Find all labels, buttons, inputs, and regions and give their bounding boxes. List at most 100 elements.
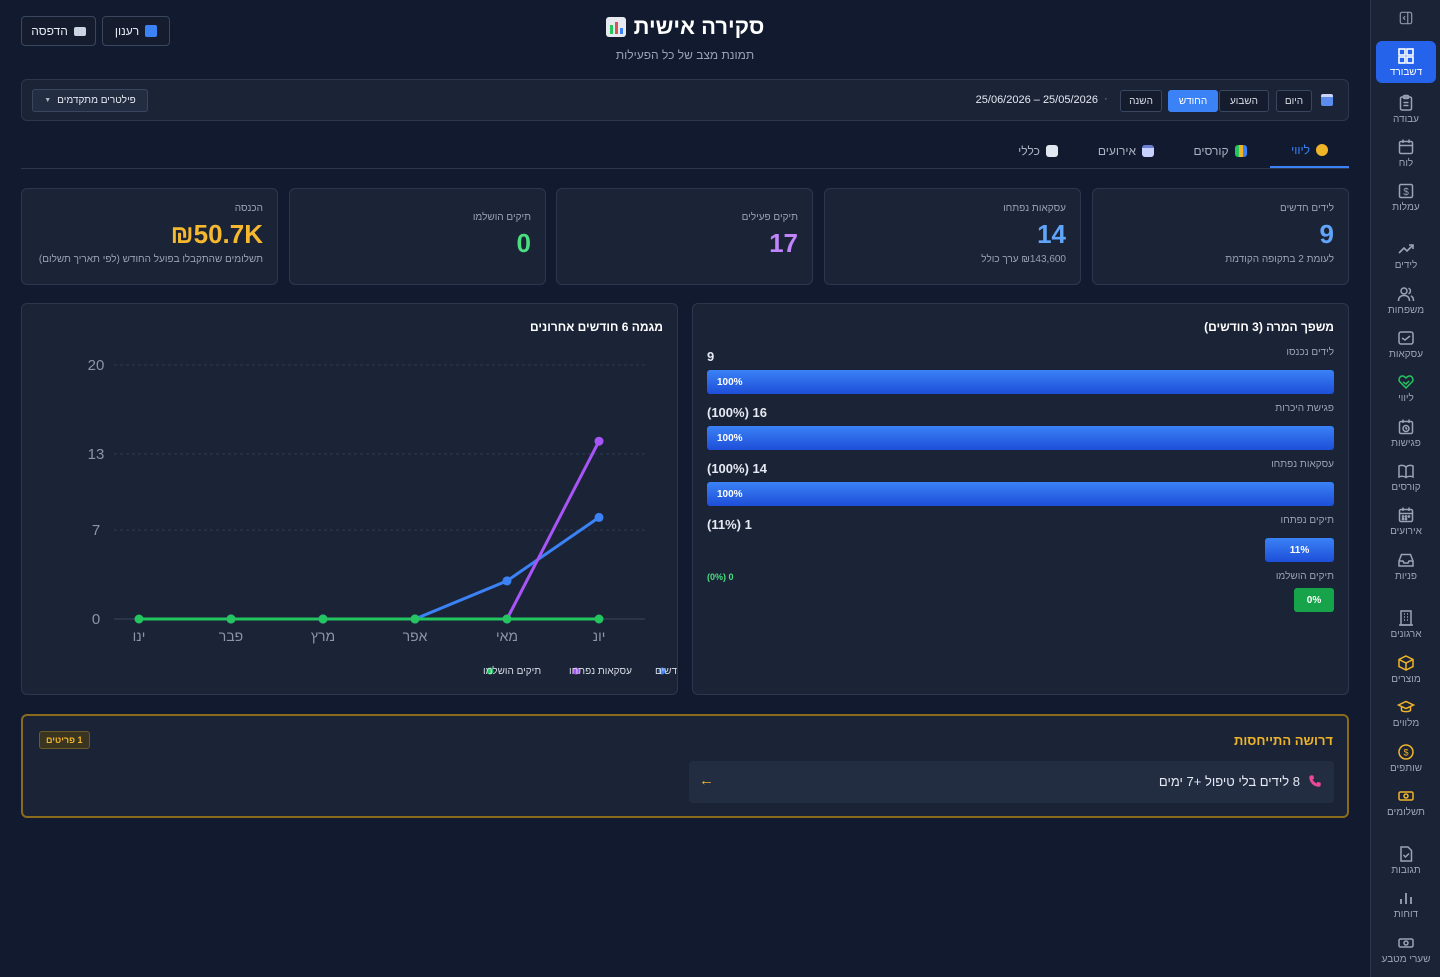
sidebar-item-organizations[interactable]: ארגונים [1376, 602, 1436, 646]
funnel-label: עסקאות נפתחו [1271, 459, 1334, 470]
funnel-bar: 100% [707, 482, 1334, 506]
page-title-text: סקירה אישית [633, 14, 765, 39]
sidebar-item-inquiries[interactable]: פניות [1376, 544, 1436, 588]
funnel-label: תיקים נפתחו [1280, 515, 1334, 526]
handshake-icon [1315, 144, 1328, 156]
chevron-down-icon: ▼ [44, 97, 52, 104]
currency-icon [1398, 937, 1414, 948]
arrow-left-icon[interactable]: ← [699, 772, 714, 789]
tab-courses[interactable]: קורסים [1180, 134, 1260, 168]
collapse-sidebar-icon[interactable] [1396, 8, 1416, 28]
kpi-value: ₪50.7K [170, 219, 263, 249]
tab-label: ליווי [1291, 143, 1310, 157]
sidebar-item-currency-rates[interactable]: שערי מטבע [1376, 927, 1436, 971]
legend-label: עסקאות נפתחו [569, 666, 632, 677]
tab-label: אירועים [1097, 144, 1137, 158]
inbox-icon [1398, 553, 1414, 567]
kpi-deals-opened: עסקאות נפתחו 14 ₪143,600 ערך כולל [824, 188, 1081, 285]
legend-marker [572, 667, 580, 675]
sidebar-item-courses[interactable]: קורסים [1376, 455, 1436, 499]
calendar-icon [1321, 94, 1333, 106]
advanced-filters-button[interactable]: פילטרים מתקדמים ▼ [32, 89, 148, 112]
sidebar-item-products[interactable]: מוצרים [1376, 647, 1436, 691]
sidebar-item-board[interactable]: לוח [1376, 131, 1436, 175]
handshake-icon [1398, 330, 1414, 345]
sidebar-item-label: לידים [1394, 259, 1418, 271]
data-point [410, 614, 420, 624]
data-point [502, 614, 512, 624]
sidebar-item-deals[interactable]: עסקאות [1376, 322, 1436, 366]
sidebar-item-label: פניות [1394, 570, 1418, 582]
sidebar-item-commissions[interactable]: $ עמלות [1376, 175, 1436, 219]
tab-events[interactable]: אירועים [1086, 134, 1166, 168]
sidebar-item-label: שערי מטבע [1381, 953, 1431, 965]
bar-chart-icon [1400, 892, 1412, 904]
kpi-label: לידים חדשים [1280, 203, 1334, 214]
sidebar-item-label: עמלות [1392, 201, 1420, 213]
tab-general[interactable]: כללי [1005, 134, 1071, 168]
page-title: סקירה אישית [560, 14, 810, 40]
sidebar-item-label: ארגונים [1390, 628, 1422, 640]
sidebar-item-mentors[interactable]: מלווים [1376, 691, 1436, 735]
heart-hand-icon [1398, 374, 1414, 389]
sidebar-item-partners[interactable]: $ שותפים [1376, 736, 1436, 780]
refresh-button[interactable]: רענון [102, 16, 170, 46]
kpi-value: 0 [516, 228, 531, 258]
sidebar-item-leads[interactable]: לידים [1376, 233, 1436, 277]
data-point [318, 614, 328, 624]
users-icon [1397, 286, 1415, 301]
sidebar-item-accompaniment[interactable]: ליווי [1376, 366, 1436, 410]
kpi-value: 14 [1037, 219, 1066, 249]
sidebar-item-payments[interactable]: תשלומים [1376, 780, 1436, 824]
attention-item-text: 8 לידים בלי טיפול +7 ימים [1158, 774, 1300, 789]
data-point [594, 436, 604, 446]
sidebar-item-label: עבודה [1393, 113, 1419, 125]
attention-title: דרושה התייחסות [1234, 733, 1333, 748]
file-check-icon [1400, 845, 1413, 862]
sidebar-item-label: דוחות [1393, 908, 1419, 920]
sidebar-item-label: לוח [1398, 157, 1414, 169]
y-tick-label: 13 [88, 446, 105, 463]
period-month-button[interactable]: החודש [1168, 90, 1218, 112]
kpi-value: 17 [769, 228, 798, 258]
attention-panel: דרושה התייחסות 1 פריטים 8 לידים בלי טיפו… [21, 714, 1349, 818]
sidebar-item-label: שותפים [1389, 762, 1423, 774]
sidebar-item-events[interactable]: אירועים [1376, 499, 1436, 543]
sidebar-item-responses[interactable]: תגובות [1376, 838, 1436, 882]
dollar-icon: $ [1398, 183, 1414, 198]
sidebar-item-label: מלווים [1392, 717, 1420, 729]
sidebar-item-families[interactable]: משפחות [1376, 278, 1436, 322]
sidebar-item-label: ליווי [1398, 392, 1414, 404]
sidebar-item-reports[interactable]: דוחות [1376, 882, 1436, 926]
print-button[interactable]: הדפסה [21, 16, 96, 46]
page-subtitle: תמונת מצב של כל הפעילות [615, 48, 755, 62]
date-range[interactable]: 25/06/2026 – 25/05/2026 [975, 94, 1098, 106]
data-point [594, 512, 604, 522]
kpi-label: עסקאות נפתחו [1003, 203, 1066, 214]
sidebar-item-dashboard[interactable]: דשבורד [1376, 41, 1436, 83]
refresh-icon [145, 25, 158, 37]
sidebar-item-label: תגובות [1391, 864, 1421, 876]
funnel-value: 9 [707, 349, 715, 364]
sidebar-item-work[interactable]: עבודה [1376, 87, 1436, 131]
sidebar-item-meetings[interactable]: פגישות [1376, 411, 1436, 455]
trend-icon [1398, 243, 1414, 254]
funnel-label: לידים נכנסו [1286, 347, 1334, 358]
tab-accompaniment[interactable]: ליווי [1270, 134, 1349, 168]
period-year-button[interactable]: השנה [1120, 90, 1162, 112]
period-today-button[interactable]: היום [1276, 90, 1312, 112]
series-line [139, 516, 600, 621]
trend-panel: מגמה 6 חודשים אחרונים 0 7 13 20 ינו פבר מרץ אפר… [21, 303, 678, 695]
funnel-bar: 0% [1294, 588, 1334, 612]
sidebar-item-label: מוצרים [1391, 673, 1421, 685]
print-label: הדפסה [31, 24, 68, 38]
data-point [134, 614, 144, 624]
funnel-value: (0%) 0 [707, 572, 734, 582]
x-tick-label: אפר [403, 628, 428, 644]
period-week-button[interactable]: השבוע [1219, 90, 1269, 112]
legend-marker [486, 667, 494, 675]
attention-item[interactable]: 8 לידים בלי טיפול +7 ימים ← [689, 761, 1334, 803]
funnel-label: תיקים הושלמו [1275, 571, 1334, 582]
y-tick-label: 7 [92, 522, 100, 539]
data-point [502, 576, 512, 586]
